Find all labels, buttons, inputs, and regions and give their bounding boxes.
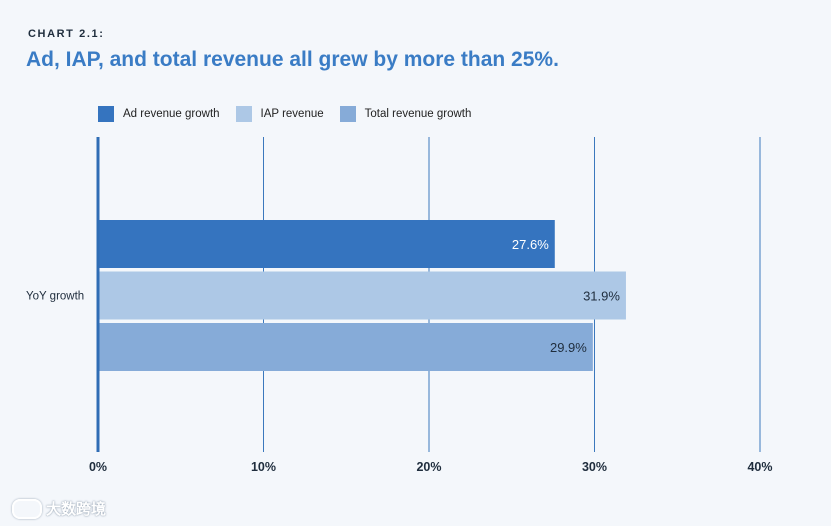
bar-total-revenue-growth xyxy=(98,323,593,371)
legend-swatch-iap xyxy=(235,106,252,122)
data-label: 31.9% xyxy=(583,289,620,304)
x-tick-label: 40% xyxy=(747,460,772,474)
legend: Ad revenue growth IAP revenue Total reve… xyxy=(98,106,487,122)
chart-eyebrow: CHART 2.1: xyxy=(28,28,105,40)
legend-label-ad: Ad revenue growth xyxy=(123,108,220,120)
bar-ad-revenue-growth xyxy=(98,220,555,268)
data-label: 27.6% xyxy=(512,237,549,252)
legend-label-total: Total revenue growth xyxy=(364,108,472,120)
legend-swatch-ad xyxy=(98,106,114,122)
x-tick-label: 20% xyxy=(416,460,441,474)
data-label: 29.9% xyxy=(550,340,587,355)
legend-label-iap: IAP revenue xyxy=(260,108,324,120)
watermark: 大数跨境 xyxy=(12,498,106,519)
legend-item-ad: Ad revenue growth xyxy=(98,106,220,122)
x-tick-label: 0% xyxy=(89,460,107,474)
x-tick-label: 10% xyxy=(251,460,276,474)
legend-item-iap: IAP revenue xyxy=(235,106,324,122)
x-tick-label: 30% xyxy=(582,460,607,474)
legend-swatch-total xyxy=(339,106,356,122)
legend-item-total: Total revenue growth xyxy=(339,106,472,122)
watermark-text: 大数跨境 xyxy=(46,501,107,518)
chart-title: Ad, IAP, and total revenue all grew by m… xyxy=(26,48,559,71)
watermark-logo-icon xyxy=(12,498,42,519)
category-label: YoY growth xyxy=(26,291,84,303)
bar-iap-revenue xyxy=(98,271,626,320)
